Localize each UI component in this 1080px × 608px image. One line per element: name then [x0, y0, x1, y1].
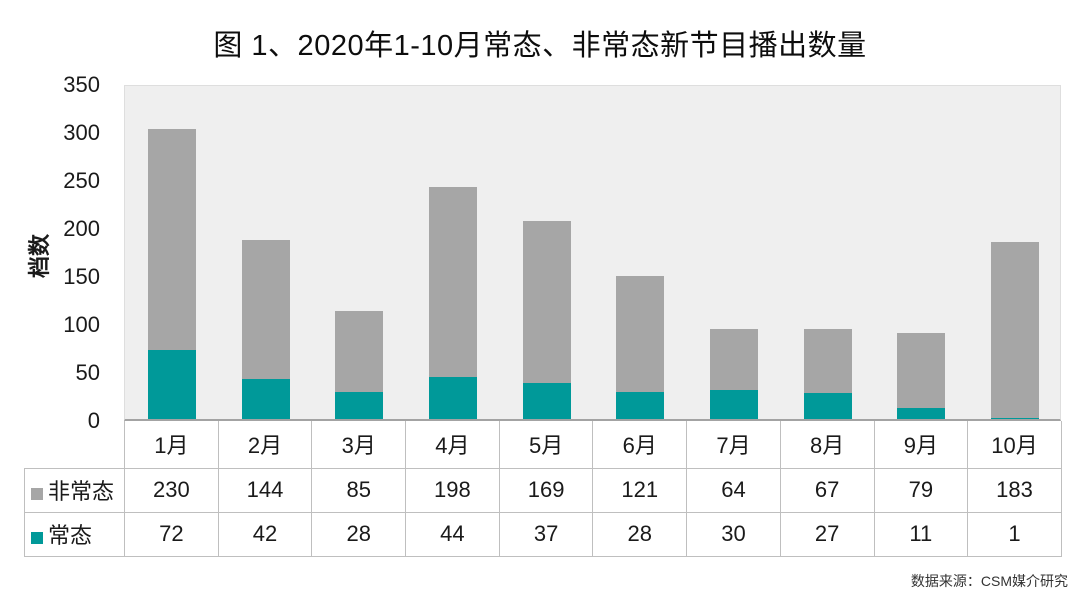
bar-segment-non-normal-4月	[428, 186, 477, 377]
bar-segment-non-normal-2月	[241, 240, 290, 379]
table-value-cell: 28	[592, 511, 688, 557]
data-table-container: 1月 2月 3月 4月 5月 6月 7月 8月 9月 10月 非常态 230 144 85 198 169 12…	[24, 421, 1062, 557]
plot-area	[124, 85, 1061, 421]
bar-segment-normal-8月	[803, 393, 852, 419]
table-value-cell: 28	[311, 511, 407, 557]
table-value-cell: 1	[967, 511, 1062, 557]
month-header-cell: 4月	[405, 421, 500, 469]
y-tick-label: 350	[63, 72, 100, 97]
bar-segment-non-normal-1月	[147, 129, 196, 350]
table-value-cell: 79	[873, 467, 969, 513]
bar-segment-non-normal-6月	[616, 275, 665, 393]
month-header-cell: 1月	[124, 421, 219, 469]
chart-title: 图 1、2020年1-10月常态、非常态新节目播出数量	[213, 30, 867, 62]
table-value-cell: 121	[592, 467, 688, 513]
bar-segment-non-normal-10月	[991, 242, 1040, 419]
table-value-cell: 230	[124, 467, 219, 513]
month-header-cell: 3月	[311, 421, 407, 469]
y-tick-label: 200	[63, 216, 100, 241]
table-value-cell: 144	[217, 467, 313, 513]
table-value-cell: 30	[686, 511, 781, 557]
bar-segment-normal-7月	[710, 390, 759, 419]
bar-segment-non-normal-9月	[897, 332, 946, 409]
month-header-cell: 10月	[967, 421, 1062, 469]
bar-segment-normal-4月	[428, 376, 477, 419]
bar-segment-normal-6月	[616, 392, 665, 419]
table-value-cell: 72	[124, 511, 219, 557]
y-tick-label: 250	[63, 168, 100, 193]
table-value-cell: 183	[967, 467, 1062, 513]
y-tick-label: 50	[75, 360, 100, 385]
table-value-cell: 169	[498, 467, 594, 513]
table-value-cell: 27	[779, 511, 875, 557]
y-tick-label: 100	[63, 312, 100, 337]
table-value-cell: 85	[311, 467, 407, 513]
bar-segment-non-normal-5月	[522, 221, 571, 384]
table-row-non-normal: 非常态 230 144 85 198 169 121 64 67 79 183	[24, 467, 1062, 513]
table-value-cell: 64	[686, 467, 781, 513]
bar-segment-non-normal-8月	[803, 328, 852, 394]
month-header-cell: 9月	[873, 421, 969, 469]
bar-segment-normal-1月	[147, 349, 196, 419]
table-corner-cell	[25, 421, 125, 468]
y-tick-label: 150	[63, 264, 100, 289]
month-header-cell: 2月	[217, 421, 313, 469]
bar-segment-non-normal-7月	[710, 328, 759, 391]
table-value-cell: 67	[779, 467, 875, 513]
table-value-cell: 37	[498, 511, 594, 557]
data-table: 1月 2月 3月 4月 5月 6月 7月 8月 9月 10月 非常态 230 144 85 198 169 12…	[24, 421, 1062, 557]
legend-cell-normal: 常态	[24, 511, 125, 557]
bar-segment-normal-3月	[335, 392, 384, 419]
legend-swatch-non-normal	[31, 488, 43, 500]
y-tick-label: 0	[87, 408, 100, 433]
table-row-months: 1月 2月 3月 4月 5月 6月 7月 8月 9月 10月	[25, 421, 1062, 469]
table-value-cell: 42	[217, 511, 313, 557]
legend-cell-non-normal: 非常态	[24, 467, 125, 513]
bar-segment-non-normal-3月	[335, 310, 384, 393]
bar-segment-normal-10月	[991, 418, 1040, 419]
legend-swatch-normal	[31, 532, 43, 544]
bar-segment-normal-5月	[522, 383, 571, 419]
bar-segment-normal-2月	[241, 378, 290, 419]
bar-segment-normal-9月	[897, 408, 946, 419]
month-header-cell: 5月	[498, 421, 594, 469]
source-note: 数据来源：CSM媒介研究	[910, 573, 1068, 589]
month-header-cell: 7月	[686, 421, 781, 469]
y-axis: 0 50 100 150 200 250 300 350	[0, 72, 100, 433]
table-value-cell: 11	[873, 511, 969, 557]
month-header-cell: 6月	[592, 421, 688, 469]
y-tick-label: 300	[63, 120, 100, 145]
table-row-normal: 常态 72 42 28 44 37 28 30 27 11 1	[24, 511, 1062, 557]
month-header-cell: 8月	[779, 421, 875, 469]
table-value-cell: 44	[405, 511, 500, 557]
table-value-cell: 198	[405, 467, 500, 513]
